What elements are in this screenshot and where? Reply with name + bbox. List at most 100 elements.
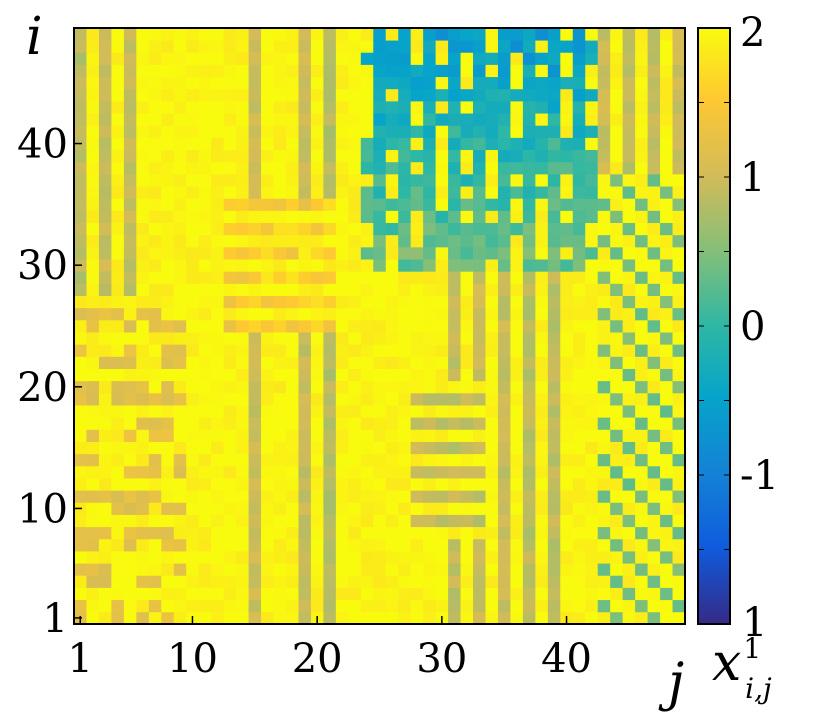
heatmap-cell [74,563,87,576]
heatmap-cell [298,599,312,613]
heatmap-cell [622,149,636,163]
heatmap-cell [236,198,249,211]
heatmap-cell [273,186,287,199]
heatmap-cell [335,52,349,65]
heatmap-cell [223,40,237,53]
heatmap-cell [236,563,249,576]
heatmap-cell [298,319,312,333]
heatmap-cell [560,222,574,236]
heatmap-cell [211,611,225,625]
heatmap-cell [373,551,387,564]
heatmap-cell [560,161,574,175]
heatmap-cell [161,234,175,248]
heatmap-cell [86,125,100,138]
x-tick-label: 30 [416,636,467,682]
heatmap-cell [186,538,200,552]
heatmap-cell [485,417,499,430]
heatmap-cell [236,465,249,479]
heatmap-cell [261,161,274,175]
y-tick-label: 1 [43,596,68,642]
heatmap-cell [236,319,249,333]
heatmap-cell [310,587,324,601]
heatmap-cell [335,344,349,357]
heatmap-cell [560,587,574,601]
heatmap-cell [522,52,536,65]
heatmap-cell [148,76,162,90]
heatmap-cell [248,52,262,65]
heatmap-cell [522,76,536,90]
heatmap-cell [473,100,486,114]
heatmap-cell [335,417,349,430]
heatmap-cell [510,210,524,224]
heatmap-cell [323,113,337,126]
heatmap-cell [460,246,474,260]
heatmap-cell [161,417,175,430]
heatmap-cell [672,100,686,114]
heatmap-cell [86,405,100,418]
heatmap-cell [161,271,175,284]
heatmap-cell [360,307,374,321]
heatmap-cell [622,259,636,272]
heatmap-cell [323,125,337,138]
heatmap-cell [161,52,175,65]
heatmap-cell [173,380,187,394]
heatmap-cell [597,587,611,601]
heatmap-cell [510,125,524,138]
heatmap-cell [111,405,125,418]
heatmap-cell [335,40,349,53]
heatmap-cell [610,453,624,467]
heatmap-cell [385,429,399,442]
heatmap-cell [622,575,636,588]
heatmap-cell [273,222,287,236]
heatmap-cell [198,161,212,175]
heatmap-cell [98,599,112,613]
heatmap-cell [123,137,137,151]
heatmap-cell [660,502,673,515]
heatmap-cell [410,356,424,369]
heatmap-cell [473,514,486,528]
heatmap-cell [211,575,225,588]
heatmap-cell [448,465,461,479]
heatmap-cell [410,307,424,321]
heatmap-cell [74,76,87,90]
heatmap-cell [398,453,412,467]
heatmap-cell [261,332,274,345]
heatmap-cell [535,100,549,114]
heatmap-cell [186,88,200,102]
heatmap-cell [261,88,274,102]
heatmap-cell [635,587,648,601]
heatmap-cell [560,259,574,272]
heatmap-cell [273,307,287,321]
heatmap-cell [660,538,673,552]
heatmap-cell [510,551,524,564]
heatmap-cell [672,210,686,224]
heatmap-cell [285,611,299,625]
heatmap-cell [148,173,162,187]
heatmap-cell [360,344,374,357]
heatmap-cell [273,502,287,515]
heatmap-cell [323,149,337,163]
heatmap-cell [74,88,87,102]
heatmap-cell [223,611,237,625]
heatmap-cell [123,478,137,491]
heatmap-cell [647,441,661,455]
heatmap-cell [660,113,673,126]
heatmap-cell [161,490,175,503]
heatmap-cell [198,417,212,430]
heatmap-cell [510,526,524,540]
heatmap-cell [635,575,648,588]
heatmap-cell [198,344,212,357]
heatmap-cell [261,186,274,199]
heatmap-cell [173,575,187,588]
heatmap-cell [535,52,549,65]
heatmap-cell [173,52,187,65]
heatmap-cell [410,88,424,102]
heatmap-cell [186,113,200,126]
heatmap-cell [410,52,424,65]
heatmap-cell [186,64,200,78]
heatmap-cell [236,113,249,126]
heatmap-cell [385,380,399,394]
heatmap-cell [522,149,536,163]
heatmap-cell [298,113,312,126]
heatmap-cell [660,611,673,625]
